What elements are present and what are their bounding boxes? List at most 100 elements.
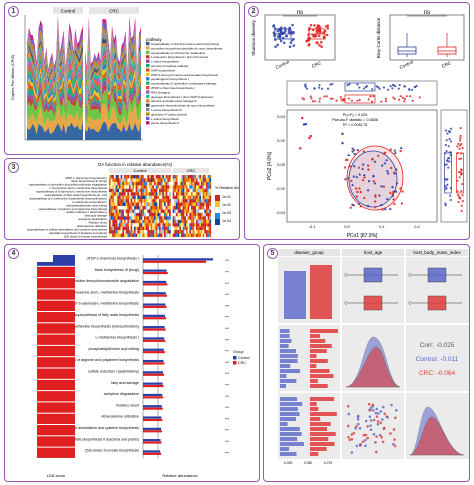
right-margin-point <box>459 144 462 147</box>
right-margin-point <box>456 190 459 193</box>
hist-bar-crc <box>310 339 326 343</box>
heatmap-cell <box>150 178 153 182</box>
heatmap-cell <box>192 209 195 213</box>
top-margin-point <box>370 100 374 103</box>
heatmap-cell <box>135 195 138 200</box>
heatmap-cell <box>134 223 136 227</box>
heatmap-cell <box>154 209 156 213</box>
lda-bar-6 <box>37 323 75 334</box>
heatmap-cell <box>159 188 161 193</box>
heatmap-cell <box>150 223 153 227</box>
hist-bar-control <box>280 452 297 456</box>
heatmap-cell <box>120 192 123 196</box>
hist-bar-crc <box>310 354 317 358</box>
heatmap-cell <box>169 181 171 186</box>
pcoa-point <box>350 179 353 183</box>
heatmap-cell <box>187 181 190 186</box>
heatmap-cell <box>172 226 175 231</box>
heatmap-cell <box>147 181 150 186</box>
heatmap-cell <box>125 219 128 224</box>
heatmap-cell <box>186 195 188 200</box>
heatmap-cell <box>157 212 160 217</box>
heatmap-cell <box>187 216 190 220</box>
heatmap-cell <box>125 230 128 234</box>
heatmap-cell <box>172 195 175 200</box>
heatmap-cell <box>129 233 131 238</box>
heatmap-cell <box>209 188 212 193</box>
top-margin-point <box>375 85 378 88</box>
heatmap-cell <box>147 206 150 210</box>
heatmap-cell <box>209 192 212 196</box>
heatmap-cell <box>149 185 151 189</box>
heatmap-cell <box>174 216 177 220</box>
pairs-scatter-point <box>379 410 383 413</box>
top-margin-point <box>317 86 321 89</box>
heatmap-cell <box>169 188 171 193</box>
heatmap-cell <box>209 230 212 234</box>
heatmap-cell <box>182 209 185 213</box>
heatmap-cell <box>154 188 156 193</box>
top-margin-box-0 <box>344 82 376 92</box>
heatmap-cell <box>192 223 195 227</box>
heatmap-cell <box>174 181 177 186</box>
hist-bar-control <box>280 397 298 401</box>
top-margin-point <box>401 96 404 99</box>
hist-bar-crc <box>310 417 321 421</box>
heatmap-cell <box>137 199 140 203</box>
heatmap-cell <box>201 192 203 196</box>
group-label-control: Control <box>61 9 76 14</box>
heatmap-cell <box>154 202 156 207</box>
heatmap-cell <box>187 212 190 217</box>
heatmap-cell <box>114 206 116 210</box>
heatmap-cell <box>179 202 182 207</box>
heatmap-cell <box>172 206 175 210</box>
heatmap-cell <box>142 192 145 196</box>
heatmap-cell <box>147 233 150 238</box>
heatmap-cell <box>165 212 168 217</box>
heatmap-cell <box>167 188 170 193</box>
heatmap-cell <box>169 206 171 210</box>
heatmap-cell <box>165 230 168 234</box>
pairs-scatter-point <box>364 438 367 442</box>
right-margin-frame <box>440 109 468 223</box>
heatmap-cell <box>207 181 210 186</box>
heatmap-cell <box>129 216 131 220</box>
pcoa-point <box>391 192 395 196</box>
pairs-scatter-point <box>392 442 395 446</box>
heatmap-cell <box>164 219 166 224</box>
heatmap-cell <box>137 209 140 213</box>
heatmap-cell <box>165 209 168 213</box>
heatmap-row-label-10: sulfate reduction I (assimilatory) <box>66 210 107 214</box>
heatmap-cell <box>202 230 205 234</box>
heatmap-legend-tick-2: 1e-03 <box>222 211 231 215</box>
panel-pairs: 5 disease_group host_age host_body_mass_in… <box>263 244 470 482</box>
pcoa-point <box>383 151 387 154</box>
disease-bar-control <box>284 271 306 319</box>
heatmap-cell <box>140 233 143 238</box>
heatmap-cell <box>134 219 136 224</box>
pcoa-point <box>399 146 403 150</box>
heatmap-cell <box>184 185 187 189</box>
top-margin-point <box>303 98 306 101</box>
heatmap-row-label-17: (5Z)-dodec-5-enoate biosynthesis <box>64 234 108 238</box>
pcoa-point <box>394 189 398 193</box>
pairs-scatter-point <box>369 419 373 422</box>
heatmap-cell <box>140 230 143 234</box>
heatmap-cell <box>112 175 115 179</box>
heatmap-cell <box>206 219 208 224</box>
heatmap-cell <box>109 192 111 196</box>
heatmap-cell <box>164 202 166 207</box>
heatmap-cell <box>109 226 111 231</box>
heatmap-chart: DA function in relative abundance(%)Cont… <box>27 162 239 238</box>
heatmap-cell <box>204 212 207 217</box>
heatmap-cell <box>112 199 115 203</box>
heatmap-cell <box>124 195 126 200</box>
heatmap-cell <box>140 192 143 196</box>
heatmap-cell <box>130 188 133 193</box>
legend-label-12: glycogen biosynthesis I (from ADP-D-Gluc… <box>151 95 213 99</box>
shannon-point <box>309 23 313 27</box>
heatmap-cell <box>142 181 145 186</box>
shannon-point <box>307 38 311 42</box>
heatmap-cell <box>145 185 148 189</box>
heatmap-cell <box>162 212 165 217</box>
